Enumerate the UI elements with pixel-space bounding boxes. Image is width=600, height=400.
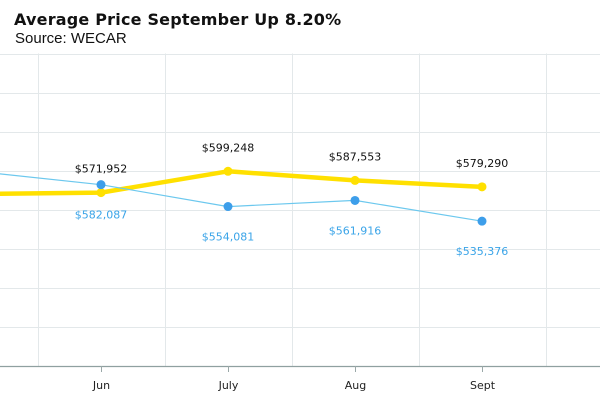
- series-a-point[interactable]: [477, 182, 487, 192]
- series-a-data-label: $571,952: [75, 163, 128, 176]
- series-a-point[interactable]: [96, 188, 106, 198]
- series-b-point[interactable]: [223, 202, 233, 212]
- series-lines: [0, 169, 483, 222]
- series-a-data-label: $579,290: [456, 157, 509, 170]
- x-tick-label: Jun: [92, 379, 110, 392]
- series-b-point[interactable]: [477, 216, 487, 226]
- series-a-data-label: $599,248: [202, 141, 255, 154]
- series-a-line: [0, 169, 483, 197]
- x-tick-label: July: [218, 379, 239, 392]
- grid: [0, 53, 600, 366]
- series-b-line: [0, 173, 483, 222]
- chart-title: Average Price September Up 8.20%: [14, 10, 342, 29]
- data-labels: $571,952 $599,248 $587,553 $579,290 $582,087…: [75, 141, 509, 258]
- x-tick-label: Sept: [470, 379, 496, 392]
- series-b-data-label: $561,916: [329, 224, 382, 237]
- series-a-point[interactable]: [223, 166, 233, 176]
- series-b-point[interactable]: [96, 180, 106, 190]
- x-axis: Jun July Aug Sept: [0, 365, 600, 392]
- chart-subtitle: Source: WECAR: [15, 30, 127, 47]
- series-b-point[interactable]: [350, 195, 360, 205]
- series-b-data-label: $554,081: [202, 231, 255, 244]
- series-b-data-label: $582,087: [75, 209, 128, 222]
- series-a-point[interactable]: [350, 175, 360, 185]
- series-points: [96, 166, 487, 226]
- series-a-data-label: $587,553: [329, 150, 382, 163]
- series-b-data-label: $535,376: [456, 245, 509, 258]
- x-tick-label: Aug: [345, 379, 366, 392]
